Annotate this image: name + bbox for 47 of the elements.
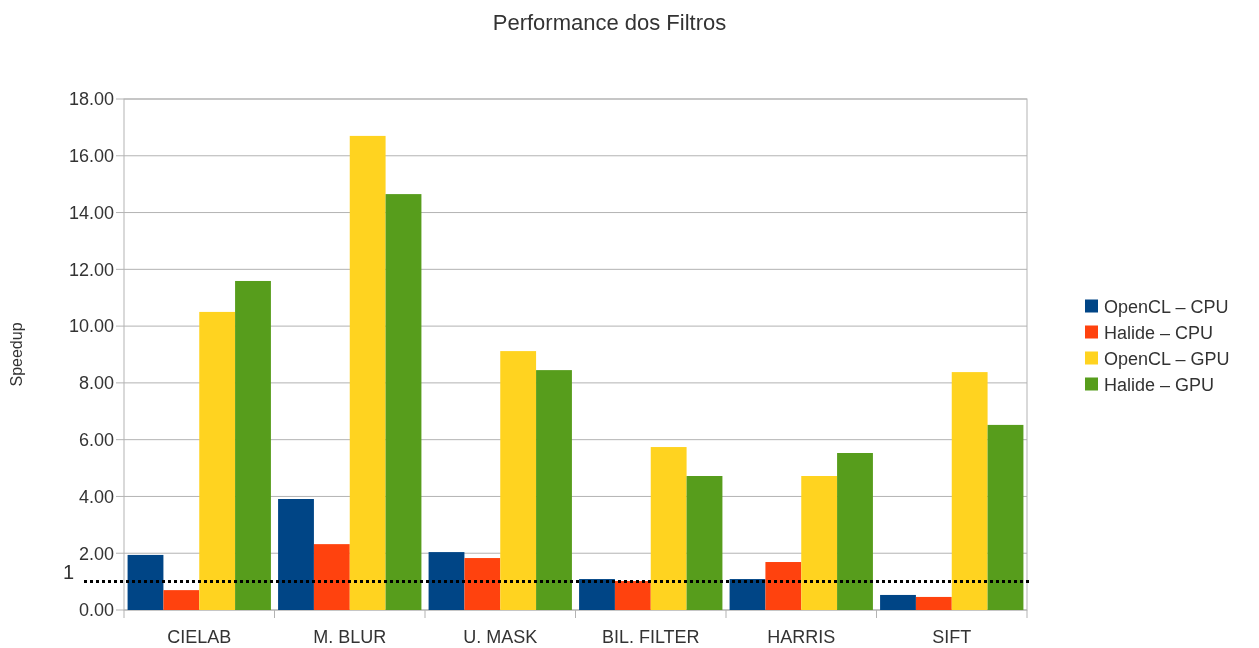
y-tick-label: 10.00: [68, 316, 114, 337]
x-tick-label: BIL. FILTER: [601, 627, 700, 647]
x-tick-label: U. MASK: [463, 627, 538, 647]
bar: [163, 590, 200, 610]
bar: [385, 194, 422, 610]
legend-label: Halide – CPU: [1104, 322, 1214, 343]
bar: [313, 544, 350, 610]
y-tick-label: 6.00: [78, 429, 114, 450]
legend-label: OpenCL – GPU: [1104, 348, 1230, 369]
chart-title: Performance dos Filtros: [492, 10, 727, 35]
bar: [199, 311, 236, 610]
bar: [987, 424, 1024, 610]
bar: [579, 579, 615, 610]
y-axis-title: Speedup: [8, 322, 25, 387]
x-tick-label: M. BLUR: [313, 627, 387, 647]
bar: [349, 135, 386, 610]
y-tick-label: 2.00: [78, 543, 114, 564]
y-tick-label: 0.00: [78, 600, 114, 621]
bar: [536, 370, 572, 610]
bar: [951, 372, 988, 610]
bar: [880, 594, 916, 610]
bar: [500, 351, 537, 610]
bar: [650, 447, 687, 610]
x-tick-label: CIELAB: [167, 627, 232, 647]
bar: [837, 453, 873, 610]
bar: [127, 554, 164, 610]
y-tick-label: 16.00: [68, 146, 114, 167]
ref-line-label: 1: [62, 560, 74, 583]
legend-label: Halide – GPU: [1104, 374, 1215, 395]
bar: [765, 562, 802, 610]
y-tick-label: 18.00: [68, 89, 114, 110]
y-tick-label: 14.00: [68, 202, 114, 223]
x-tick-label: SIFT: [932, 627, 972, 647]
bar: [278, 499, 314, 610]
x-tick-label: HARRIS: [767, 627, 836, 647]
legend-label: OpenCL – CPU: [1104, 296, 1229, 317]
bar: [801, 476, 838, 610]
bar: [428, 552, 465, 610]
bar: [915, 596, 952, 610]
bar: [729, 579, 766, 610]
y-tick-label: 4.00: [78, 486, 114, 507]
y-tick-label: 12.00: [68, 259, 114, 280]
y-tick-label: 8.00: [78, 373, 114, 394]
bar: [464, 558, 501, 610]
bar: [686, 476, 723, 610]
bar: [614, 581, 651, 610]
bar: [235, 280, 271, 610]
